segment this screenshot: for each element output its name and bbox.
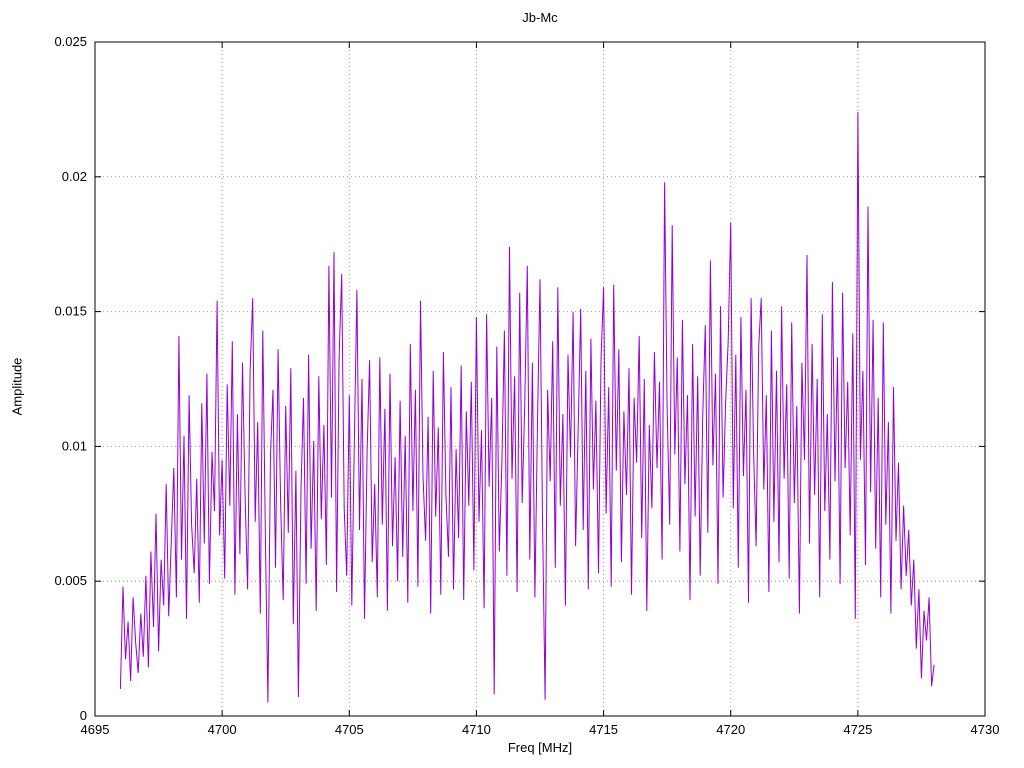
plot-border [94,41,986,717]
y-tick-label: 0.005 [54,573,87,588]
y-axis-label: Amplitude [9,357,25,416]
x-tick-label: 4730 [971,722,1000,737]
x-tick-label: 4715 [589,722,618,737]
x-tick-label: 4705 [335,722,364,737]
y-tick-label: 0.01 [62,438,87,453]
y-tick-label: 0.015 [54,304,87,319]
x-tick-label: 4720 [716,722,745,737]
x-tick-label: 4695 [81,722,110,737]
series-line [119,112,935,703]
chart-title: Jb-Mc [522,10,558,25]
y-tick-label: 0.02 [62,169,87,184]
x-tick-label: 4700 [208,722,237,737]
y-tick-label: 0 [80,708,87,723]
x-tick-label: 4710 [462,722,491,737]
y-tick-label: 0.025 [54,34,87,49]
x-axis-label: Freq [MHz] [507,740,573,755]
x-tick-label: 4725 [843,722,872,737]
